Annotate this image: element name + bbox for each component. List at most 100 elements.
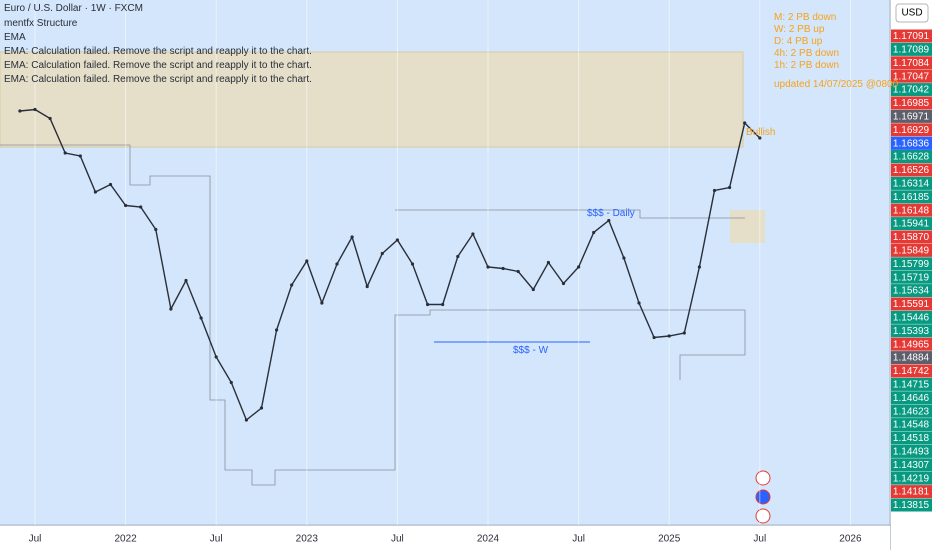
price-point [365, 284, 369, 289]
price-label-box [891, 163, 932, 177]
price-label: 1.14181 [893, 487, 930, 498]
x-tick-label: Jul [29, 534, 42, 545]
price-label: 1.14623 [893, 406, 930, 417]
price-label: 1.14219 [893, 473, 930, 484]
price-label-box [891, 364, 932, 378]
price-point [33, 107, 37, 112]
supply-zone [0, 51, 744, 148]
price-point [516, 269, 520, 274]
price-label-box [891, 418, 932, 432]
price-label: 1.15719 [893, 272, 930, 283]
price-point [743, 121, 747, 125]
price-label: 1.15634 [893, 286, 930, 297]
price-point [426, 302, 430, 307]
price-point [244, 418, 248, 422]
price-label: 1.15591 [893, 299, 930, 310]
price-point [471, 232, 475, 236]
price-label: 1.16929 [893, 125, 930, 136]
price-label-box [891, 203, 932, 217]
price-label: 1.15799 [893, 259, 930, 270]
price-label: 1.14742 [893, 366, 930, 377]
price-label-box [891, 243, 932, 257]
price-label-box [891, 377, 932, 391]
price-label-box [891, 270, 932, 284]
price-point [139, 205, 143, 209]
price-point [380, 251, 384, 256]
x-tick-label: Jul [210, 534, 223, 545]
price-label-box [891, 136, 932, 150]
x-tick-label: Jul [391, 534, 404, 545]
price-point [501, 266, 505, 271]
price-point [93, 190, 97, 194]
demand-zone [730, 210, 765, 243]
price-point [637, 301, 641, 305]
price-label-box [891, 297, 932, 311]
price-label-box [891, 96, 932, 110]
price-label: 1.14493 [893, 447, 930, 458]
price-label-box [891, 337, 932, 351]
error-message: EMA: Calculation failed. Remove the scri… [4, 74, 312, 85]
update-note: updated 14/07/2025 @0800 [774, 79, 899, 90]
time-axis [0, 526, 890, 550]
price-label-box [891, 404, 932, 418]
price-point [214, 355, 218, 359]
price-label: 1.16314 [893, 179, 930, 190]
price-point [78, 154, 82, 158]
price-label-box [891, 471, 932, 485]
price-label-box [891, 190, 932, 204]
price-label: 1.16185 [893, 192, 930, 203]
annotation: $$$ - W [513, 345, 549, 356]
x-tick-label: 2023 [296, 534, 319, 545]
price-label-box [891, 230, 932, 244]
price-point [441, 302, 445, 307]
price-label: 1.16836 [893, 138, 930, 149]
price-point [184, 278, 188, 283]
indicator: mentfx Structure [4, 18, 78, 29]
price-label-box [891, 485, 932, 499]
price-label-box [891, 498, 932, 512]
price-point [546, 260, 551, 265]
price-label-box [891, 69, 932, 83]
price-label-box [891, 83, 932, 97]
currency[interactable]: USD [901, 8, 922, 19]
price-label-box [891, 109, 932, 123]
price-label: 1.17089 [893, 45, 930, 56]
price-label: 1.13815 [893, 500, 930, 511]
event-icon[interactable] [755, 508, 771, 524]
price-label-box [891, 458, 932, 472]
price-label-box [891, 391, 932, 405]
annotation: Bullish [746, 127, 776, 138]
price-label-box [891, 444, 932, 458]
price-label-box [891, 257, 932, 271]
price-label: 1.17091 [893, 31, 930, 42]
structure-line [0, 144, 746, 486]
bias-note: 4h: 2 PB down [774, 48, 840, 59]
price-point [275, 328, 279, 332]
price-point [577, 265, 581, 269]
price-label: 1.17042 [893, 85, 930, 96]
x-tick-label: 2022 [114, 534, 137, 545]
price-label: 1.15849 [893, 246, 930, 257]
bias-note: W: 2 PB up [774, 24, 825, 35]
price-label-box [891, 42, 932, 56]
price-label: 1.16985 [893, 98, 930, 109]
price-point [290, 283, 294, 287]
price-label: 1.14548 [893, 420, 930, 431]
price-label: 1.14646 [893, 393, 930, 404]
price-point [199, 316, 203, 320]
price-label-box [891, 310, 932, 324]
price-label: 1.17047 [893, 71, 930, 82]
price-point [169, 307, 173, 311]
bias-note: 1h: 2 PB down [774, 60, 840, 71]
x-tick-label: 2024 [477, 534, 500, 545]
event-icon[interactable] [755, 470, 771, 486]
price-label: 1.15446 [893, 313, 930, 324]
currency-button[interactable] [895, 3, 929, 23]
price-label-box [891, 56, 932, 70]
event-icon[interactable] [755, 489, 771, 505]
price-label: 1.16526 [893, 165, 930, 176]
price-label: 1.16971 [893, 112, 930, 123]
price-label: 1.14715 [893, 380, 930, 391]
x-tick-label: Jul [753, 534, 766, 545]
